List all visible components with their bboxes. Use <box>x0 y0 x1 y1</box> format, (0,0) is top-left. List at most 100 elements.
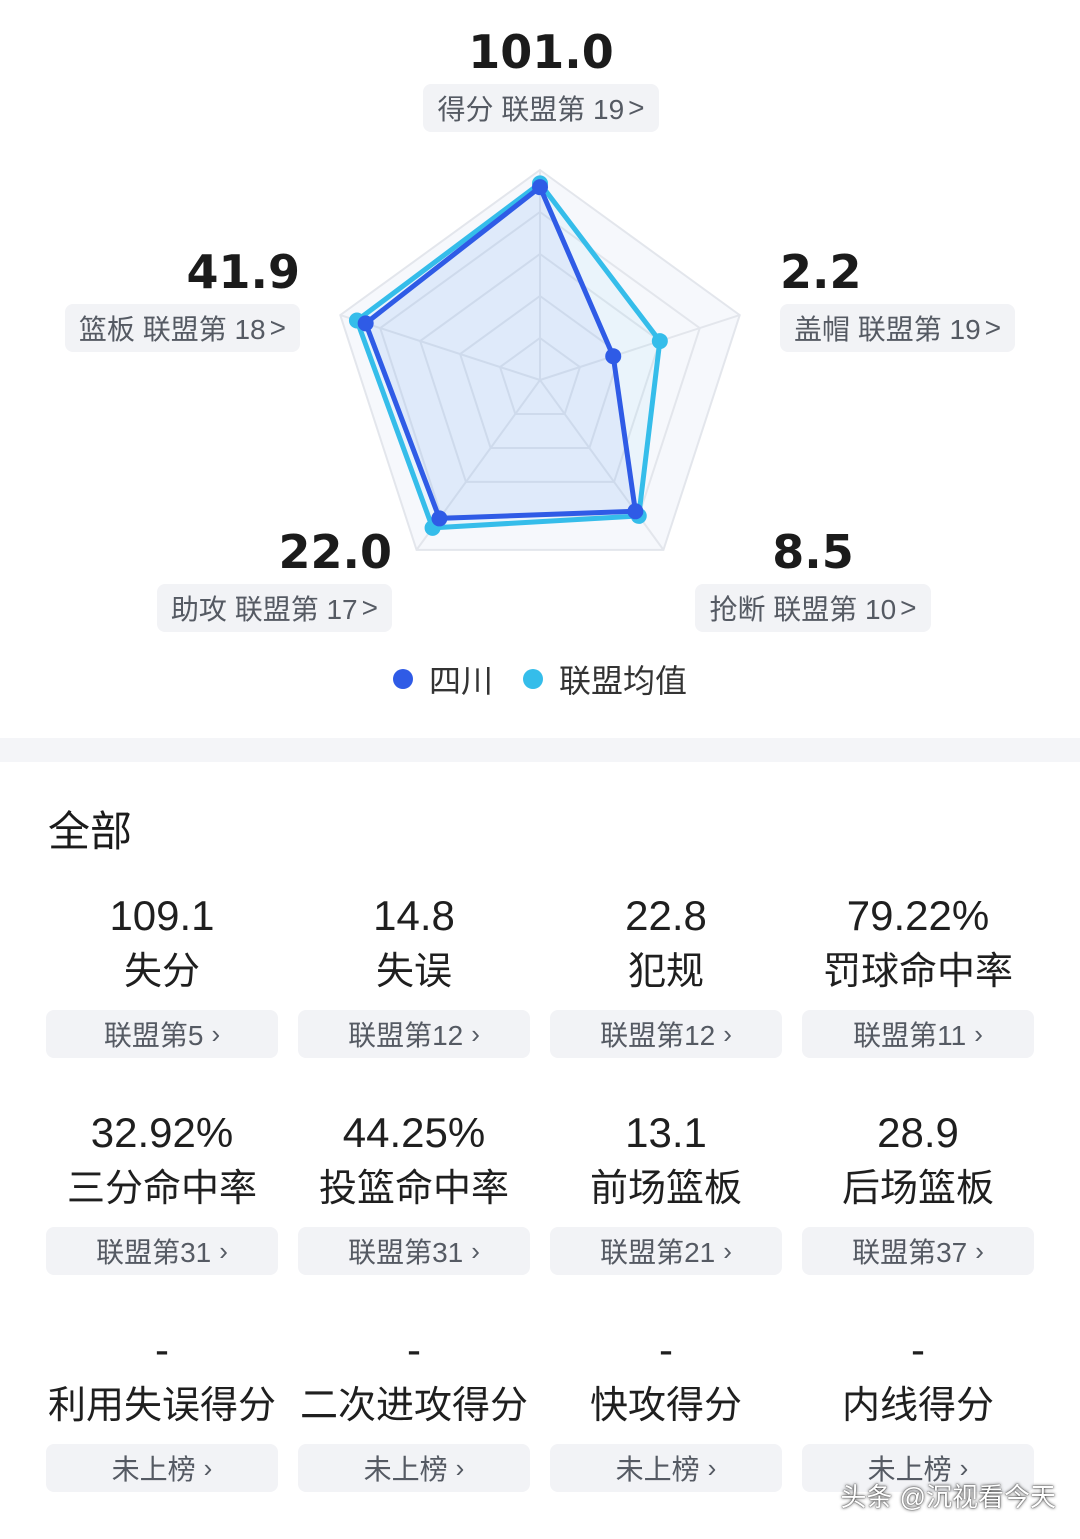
radar-chart <box>339 168 741 551</box>
stat-value: - <box>407 1326 421 1373</box>
stat-rank-label: 联盟第31 <box>96 1237 212 1268</box>
stat-value: - <box>155 1326 169 1373</box>
stat-rank-label: 未上榜 <box>111 1454 196 1485</box>
stat-cell: 28.9 后场篮板联盟第37 › <box>802 1105 1034 1322</box>
team-series-polygon <box>363 184 638 521</box>
axis-blocks-rank-button[interactable]: 盖帽 联盟第 19 > <box>780 304 1016 352</box>
stat-label: 内线得分 <box>841 1385 994 1427</box>
league-series-point <box>651 333 668 350</box>
legend-label-team: 四川 <box>428 663 493 699</box>
stat-cell: - 快攻得分 未上榜 › <box>550 1322 782 1539</box>
stat-label: 二次进攻得分 <box>299 1385 528 1427</box>
stat-cell: 79.22% 罚球命中率 联盟第11 › <box>802 888 1034 1105</box>
stat-rank-label: 未上榜 <box>867 1454 952 1485</box>
stat-cell: - 二次进攻得分未上榜 › <box>298 1322 530 1539</box>
stat-value: 28.9 <box>877 1109 959 1156</box>
watermark: 头条 @沉视看今天 <box>840 1482 1056 1512</box>
axis-rebounds-block: 41.9 篮板 联盟第 18 > <box>54 244 300 352</box>
section-divider <box>0 738 1080 762</box>
chevron-right-icon: › <box>723 1018 732 1049</box>
radar-legend: 四川 联盟均值 <box>0 656 1080 702</box>
chevron-right-icon: › <box>707 1452 717 1483</box>
stat-rank-label: 联盟第21 <box>600 1237 716 1268</box>
chevron-right-icon: › <box>471 1235 480 1266</box>
team-series-point <box>532 179 548 196</box>
stat-label: 三分命中率 <box>66 1168 257 1210</box>
axis-points-block: 101.0 得分 联盟第 19 > <box>418 24 664 132</box>
axis-steals-label: 抢断 联盟第 10 <box>709 594 897 625</box>
stat-label: 失分 <box>123 951 200 993</box>
stat-rank-label: 联盟第12 <box>600 1020 716 1051</box>
stat-cell: 44.25% 投篮命中率联盟第31 › <box>298 1105 530 1322</box>
stat-label: 投篮命中率 <box>318 1168 509 1210</box>
chevron-right-icon: › <box>974 1018 983 1049</box>
radar-grid-ring <box>339 168 741 551</box>
chevron-right-icon: › <box>203 1452 213 1483</box>
axis-points-label: 得分 联盟第 19 <box>437 94 625 125</box>
chevron-right-icon: > <box>269 312 286 343</box>
axis-steals-rank-button[interactable]: 抢断 联盟第 10 > <box>695 584 931 632</box>
legend-label-league: 联盟均值 <box>559 663 688 699</box>
chevron-right-icon: › <box>723 1235 732 1266</box>
stat-cell: 13.1 前场篮板 联盟第21 › <box>550 1105 782 1322</box>
stat-rank-button[interactable]: 联盟第31 › <box>298 1227 530 1275</box>
legend-dot-icon <box>523 669 543 689</box>
axis-steals-value: 8.5 <box>772 525 854 579</box>
radar-spoke <box>539 314 741 381</box>
stat-rank-label: 联盟第12 <box>348 1020 464 1051</box>
stat-value: - <box>659 1326 673 1373</box>
stats-grid: 109.1 失分 联盟第5 › 14.8 失误 联盟第12 › 22.8 犯规 联盟第12 › 79.2… <box>46 888 1036 1539</box>
stat-rank-button[interactable]: 联盟第5 › <box>46 1010 278 1058</box>
stat-label: 后场篮板 <box>841 1168 994 1210</box>
stat-rank-button[interactable]: 未上榜 › <box>298 1444 530 1492</box>
axis-assists-label: 助攻 联盟第 17 <box>170 594 358 625</box>
stat-value: 109.1 <box>109 892 215 939</box>
stat-rank-button[interactable]: 联盟第21 › <box>550 1227 782 1275</box>
chevron-right-icon: > <box>628 92 645 123</box>
stat-rank-button[interactable]: 未上榜 › <box>46 1444 278 1492</box>
team-series-point <box>605 348 622 365</box>
stat-value: 14.8 <box>373 892 455 939</box>
stat-rank-label: 未上榜 <box>363 1454 448 1485</box>
radar-spoke <box>339 314 541 381</box>
axis-blocks-value: 2.2 <box>780 245 862 299</box>
axis-assists-value: 22.0 <box>278 525 393 579</box>
axis-assists-rank-button[interactable]: 助攻 联盟第 17 > <box>156 584 392 632</box>
stat-rank-button[interactable]: 联盟第31 › <box>46 1227 278 1275</box>
stat-value: 44.25% <box>342 1109 486 1156</box>
stat-value: - <box>911 1326 925 1373</box>
stat-rank-button[interactable]: 联盟第11 › <box>802 1010 1034 1058</box>
stat-value: 32.92% <box>90 1109 234 1156</box>
stat-rank-button[interactable]: 联盟第12 › <box>298 1010 530 1058</box>
stat-cell: 109.1 失分联盟第5 › <box>46 888 278 1105</box>
chevron-right-icon: > <box>361 592 378 623</box>
stat-rank-button[interactable]: 未上榜 › <box>802 1444 1034 1492</box>
axis-points-rank-button[interactable]: 得分 联盟第 19 > <box>423 84 659 132</box>
stat-rank-label: 联盟第5 <box>103 1020 204 1051</box>
axis-rebounds-rank-button[interactable]: 篮板 联盟第 18 > <box>64 304 300 352</box>
stat-rank-label: 未上榜 <box>615 1454 700 1485</box>
section-title: 全部 <box>48 808 133 855</box>
axis-steals-block: 8.5 抢断 联盟第 10 > <box>688 524 938 632</box>
chevron-right-icon: › <box>455 1452 465 1483</box>
stat-cell: 32.92% 三分命中率联盟第31 › <box>46 1105 278 1322</box>
legend-item-team[interactable]: 四川 <box>392 656 493 702</box>
stat-value: 13.1 <box>625 1109 707 1156</box>
team-series-point <box>431 510 448 527</box>
stat-label: 失误 <box>375 951 452 993</box>
stat-rank-button[interactable]: 联盟第12 › <box>550 1010 782 1058</box>
stats-section: 全部 109.1 失分 联盟第5 › 14.8 失误 联盟第12 › 22.8 犯规 联盟第12 › 7… <box>0 762 1080 1534</box>
stat-label: 犯规 <box>627 951 704 993</box>
stat-label: 利用失误得分 <box>47 1385 276 1427</box>
radar-grid-ring <box>498 336 582 415</box>
chevron-right-icon: › <box>471 1018 480 1049</box>
stat-rank-button[interactable]: 未上榜 › <box>550 1444 782 1492</box>
axis-blocks-label: 盖帽 联盟第 19 <box>794 314 981 345</box>
stat-cell: - 内线得分未上榜 › <box>802 1322 1034 1539</box>
axis-blocks-block: 2.2 盖帽 联盟第 19 > <box>780 244 1040 352</box>
stat-rank-label: 联盟第31 <box>348 1237 464 1268</box>
stat-rank-button[interactable]: 联盟第37 › <box>802 1227 1034 1275</box>
stat-value: 22.8 <box>625 892 707 939</box>
legend-item-league[interactable]: 联盟均值 <box>523 656 687 702</box>
stat-cell: - 利用失误得分未上榜 › <box>46 1322 278 1539</box>
